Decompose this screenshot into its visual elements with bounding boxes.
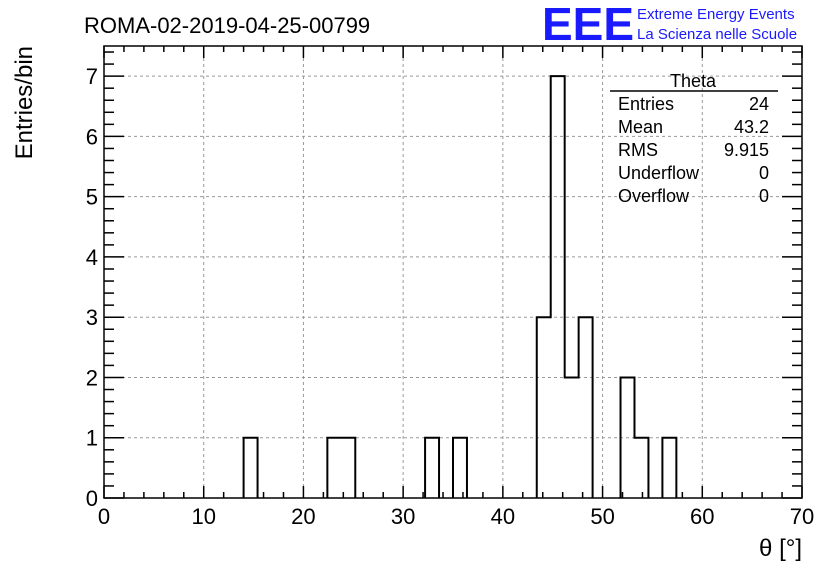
x-tick-labels: 0 10 20 30 40 50 60 70 <box>98 504 814 529</box>
x-tick-label: 70 <box>790 504 814 529</box>
stats-value-rms: 9.915 <box>724 140 769 160</box>
x-tick-label: 20 <box>291 504 315 529</box>
y-tick-label: 1 <box>86 426 98 451</box>
x-tick-label: 40 <box>491 504 515 529</box>
x-axis-label: θ [°] <box>759 535 802 562</box>
stats-value-overflow: 0 <box>759 186 769 206</box>
x-tick-label: 60 <box>690 504 714 529</box>
stats-box: Theta Entries 24 Mean 43.2 RMS 9.915 Und… <box>610 71 778 206</box>
y-tick-label: 7 <box>86 64 98 89</box>
plot-frame <box>103 45 803 499</box>
x-tick-label: 50 <box>590 504 614 529</box>
histogram-bar <box>453 438 467 498</box>
eee-logo-mark: EEE <box>542 0 634 50</box>
histogram-outline <box>242 75 678 498</box>
stats-label-entries: Entries <box>618 94 674 114</box>
axis-ticks <box>103 46 803 499</box>
histogram-bar <box>244 438 258 498</box>
x-tick-label: 10 <box>191 504 215 529</box>
y-tick-label: 4 <box>86 245 98 270</box>
y-axis-label: Entries/bin <box>11 46 38 159</box>
x-tick-label: 30 <box>391 504 415 529</box>
y-tick-label: 3 <box>86 305 98 330</box>
histogram-bar <box>425 438 439 498</box>
histogram-bars <box>242 75 678 498</box>
histogram-bar <box>551 76 565 498</box>
y-tick-labels: 0 1 2 3 4 5 6 7 <box>86 64 98 511</box>
histogram-bar <box>341 438 355 498</box>
stats-value-entries: 24 <box>749 94 769 114</box>
grid-lines <box>104 46 802 498</box>
stats-label-mean: Mean <box>618 117 663 137</box>
y-tick-label: 0 <box>86 486 98 511</box>
logo-line-1: Extreme Energy Events <box>637 6 795 23</box>
stats-value-underflow: 0 <box>759 163 769 183</box>
histogram-bar <box>327 438 341 498</box>
y-tick-label: 5 <box>86 185 98 210</box>
y-tick-label: 6 <box>86 124 98 149</box>
stats-label-underflow: Underflow <box>618 163 700 183</box>
x-tick-label: 0 <box>98 504 110 529</box>
logo-line-2: La Scienza nelle Scuole <box>637 26 797 43</box>
chart-title: ROMA-02-2019-04-25-00799 <box>84 13 370 38</box>
stats-value-mean: 43.2 <box>734 117 769 137</box>
histogram-bar <box>579 317 593 498</box>
eee-logo: EEE Extreme Energy Events La Scienza nel… <box>542 0 797 50</box>
histogram-bar <box>634 438 648 498</box>
y-tick-label: 2 <box>86 365 98 390</box>
histogram-bar <box>537 317 551 498</box>
stats-label-overflow: Overflow <box>618 186 690 206</box>
histogram-bar <box>662 438 676 498</box>
stats-name: Theta <box>670 71 717 91</box>
stats-label-rms: RMS <box>618 140 658 160</box>
